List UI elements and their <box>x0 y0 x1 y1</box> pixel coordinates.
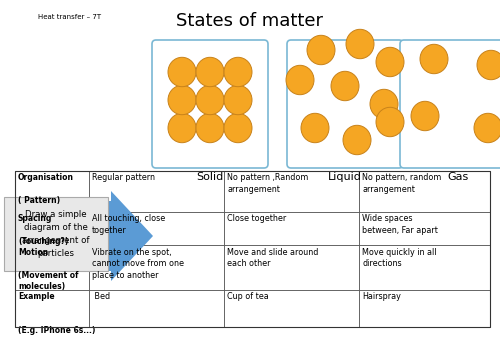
Ellipse shape <box>196 57 224 87</box>
Text: Solid: Solid <box>196 172 224 182</box>
Ellipse shape <box>224 113 252 143</box>
Ellipse shape <box>168 57 196 87</box>
Bar <box>15 212 88 245</box>
FancyBboxPatch shape <box>287 40 403 168</box>
Ellipse shape <box>420 44 448 74</box>
Ellipse shape <box>370 89 398 119</box>
Text: Vibrate on the spot,
cannot move from one
place to another: Vibrate on the spot, cannot move from on… <box>92 248 184 280</box>
Text: Draw a simple
diagram of the
arrangement of
particles: Draw a simple diagram of the arrangement… <box>22 210 90 258</box>
Text: Gas: Gas <box>448 172 468 182</box>
Ellipse shape <box>331 71 359 101</box>
Bar <box>15 171 88 212</box>
Bar <box>224 171 360 212</box>
Text: Move quickly in all
directions: Move quickly in all directions <box>362 248 437 268</box>
Bar <box>88 212 224 245</box>
Ellipse shape <box>376 47 404 77</box>
Bar <box>224 245 360 290</box>
Bar <box>224 212 360 245</box>
Ellipse shape <box>411 101 439 131</box>
Ellipse shape <box>286 65 314 95</box>
Bar <box>360 212 490 245</box>
FancyBboxPatch shape <box>400 40 500 168</box>
Ellipse shape <box>474 113 500 143</box>
Text: Wide spaces
between, Far apart: Wide spaces between, Far apart <box>362 214 438 235</box>
Bar <box>15 171 490 327</box>
Text: States of matter: States of matter <box>176 12 324 30</box>
Text: Motion

(Movement of
molecules): Motion (Movement of molecules) <box>18 248 78 291</box>
Bar <box>88 171 224 212</box>
Ellipse shape <box>307 35 335 65</box>
Ellipse shape <box>168 85 196 115</box>
Ellipse shape <box>343 125 371 155</box>
Text: Bed: Bed <box>92 292 110 301</box>
Ellipse shape <box>346 29 374 59</box>
FancyBboxPatch shape <box>4 197 108 271</box>
Bar <box>88 245 224 290</box>
Bar <box>15 245 88 290</box>
Bar <box>360 171 490 212</box>
FancyArrow shape <box>5 191 153 281</box>
Bar <box>15 290 88 327</box>
Ellipse shape <box>477 50 500 80</box>
Ellipse shape <box>376 107 404 137</box>
Text: Cup of tea: Cup of tea <box>227 292 269 301</box>
Text: No pattern, random
arrangement: No pattern, random arrangement <box>362 173 442 194</box>
Text: Spacing

(Touching?): Spacing (Touching?) <box>18 214 68 246</box>
Ellipse shape <box>196 113 224 143</box>
Text: No pattern ,Random
arrangement: No pattern ,Random arrangement <box>227 173 308 194</box>
Bar <box>360 290 490 327</box>
Text: Move and slide around
each other: Move and slide around each other <box>227 248 318 268</box>
Text: Regular pattern: Regular pattern <box>92 173 154 183</box>
Ellipse shape <box>224 85 252 115</box>
FancyBboxPatch shape <box>152 40 268 168</box>
Text: Hairspray: Hairspray <box>362 292 401 301</box>
Text: Close together: Close together <box>227 214 286 223</box>
Text: Organisation

( Pattern): Organisation ( Pattern) <box>18 173 74 205</box>
Text: All touching, close
together: All touching, close together <box>92 214 165 235</box>
Ellipse shape <box>196 85 224 115</box>
Text: Example


(E.g. IPhone 6s...): Example (E.g. IPhone 6s...) <box>18 292 96 336</box>
Bar <box>224 290 360 327</box>
Bar <box>360 245 490 290</box>
Ellipse shape <box>301 113 329 143</box>
Text: Liquid: Liquid <box>328 172 362 182</box>
Text: Heat transfer – 7T: Heat transfer – 7T <box>38 14 101 20</box>
Ellipse shape <box>168 113 196 143</box>
Bar <box>88 290 224 327</box>
Ellipse shape <box>224 57 252 87</box>
